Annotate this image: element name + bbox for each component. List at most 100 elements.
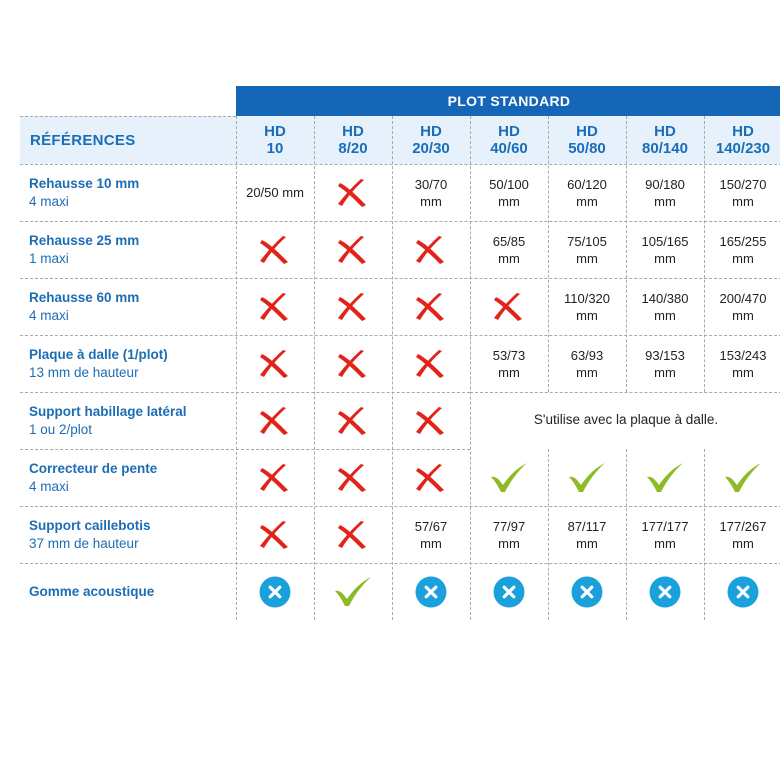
row-label: Support caillebotis 37 mm de hauteur: [20, 506, 236, 563]
table-cell: 105/165 mm: [626, 221, 704, 278]
table-cell: 110/320 mm: [548, 278, 626, 335]
cell-value-line1: 165/255: [719, 233, 767, 249]
grid-line: [626, 116, 627, 392]
cell-value-line1: 93/153: [645, 347, 685, 363]
check-icon: [569, 462, 605, 492]
grid-line: [20, 506, 780, 507]
merged-note-cell: S'utilise avec la plaque à dalle.: [470, 392, 780, 449]
column-header-line1: HD: [576, 123, 598, 140]
cell-value-line1: 87/117: [567, 518, 607, 534]
column-header: HD 40/60: [470, 116, 548, 164]
check-icon: [491, 462, 527, 492]
grid-line: [20, 392, 470, 393]
table-cell: [314, 563, 392, 620]
grid-line: [704, 116, 705, 392]
column-header-line2: 10: [266, 140, 284, 157]
column-header-line1: HD: [654, 123, 676, 140]
table-cell: 140/380 mm: [626, 278, 704, 335]
cell-value-line2: mm: [654, 250, 676, 266]
grid-line: [548, 449, 549, 620]
table-cell: [392, 278, 470, 335]
column-header-line2: 20/30: [412, 140, 450, 157]
table-cell: 53/73 mm: [470, 335, 548, 392]
cross-icon: [416, 349, 444, 378]
table-cell: 30/70 mm: [392, 164, 470, 221]
cell-value-line1: 177/177: [641, 518, 689, 534]
row-label: Gomme acoustique: [20, 563, 236, 620]
table-cell: [392, 392, 470, 449]
table-cell: [236, 449, 314, 506]
cross-icon: [416, 463, 444, 492]
column-header: HD 10: [236, 116, 314, 164]
cell-value-line2: mm: [732, 193, 754, 209]
table-cell: [236, 563, 314, 620]
table-cell: [314, 392, 392, 449]
row-label-line2: 1 maxi: [29, 250, 69, 266]
cross-icon: [338, 292, 366, 321]
cross-icon: [338, 463, 366, 492]
table-cell: [470, 449, 548, 506]
row-label-line1: Rehausse 25 mm: [29, 232, 140, 248]
cross-icon: [338, 235, 366, 264]
cell-value-line1: 30/70: [414, 176, 448, 192]
row-label: Rehausse 60 mm 4 maxi: [20, 278, 236, 335]
grid-line: [626, 449, 627, 620]
grid-line: [20, 449, 470, 450]
table-cell: 200/470 mm: [704, 278, 780, 335]
cell-value-line2: mm: [576, 250, 598, 266]
grid-line: [20, 164, 780, 165]
circle-x-icon: [493, 576, 525, 607]
table-cell: 165/255 mm: [704, 221, 780, 278]
column-header: HD 8/20: [314, 116, 392, 164]
cell-value-line1: 105/165: [641, 233, 689, 249]
column-header-line1: HD: [732, 123, 754, 140]
cross-icon: [494, 292, 522, 321]
cell-value-line2: mm: [576, 535, 598, 551]
check-icon: [725, 462, 761, 492]
table-cell: 153/243 mm: [704, 335, 780, 392]
cell-value-line1: 77/97: [492, 518, 526, 534]
cross-icon: [338, 178, 366, 207]
row-label-text: Support habillage latéral 1 ou 2/plot: [29, 403, 187, 439]
grid-line: [20, 335, 780, 336]
table-cell: [314, 449, 392, 506]
table-cell: 50/100 mm: [470, 164, 548, 221]
cell-value-line1: 153/243: [719, 347, 767, 363]
row-label-line1: Plaque à dalle (1/plot): [29, 346, 168, 362]
cross-icon: [260, 520, 288, 549]
cross-icon: [416, 292, 444, 321]
grid-line: [236, 116, 237, 620]
table-cell: 90/180 mm: [626, 164, 704, 221]
grid-line: [20, 563, 780, 564]
table-cell: [548, 563, 626, 620]
table-cell: [470, 278, 548, 335]
table-cell: [314, 221, 392, 278]
grid-line: [704, 449, 705, 620]
cell-value-line2: mm: [576, 307, 598, 323]
table-cell: [704, 563, 780, 620]
table-cell: [314, 506, 392, 563]
grid-line: [314, 116, 315, 620]
row-label-line2: 37 mm de hauteur: [29, 535, 139, 551]
cell-value-line1: 53/73: [492, 347, 526, 363]
grid-line: [470, 392, 780, 393]
row-label-line1: Rehausse 10 mm: [29, 175, 140, 191]
grid-line: [20, 278, 780, 279]
row-label: Rehausse 25 mm 1 maxi: [20, 221, 236, 278]
column-header-line2: 80/140: [642, 140, 688, 157]
table-cell: [236, 335, 314, 392]
table-cell: [314, 278, 392, 335]
row-label-line2: 13 mm de hauteur: [29, 364, 139, 380]
plot-standard-title: PLOT STANDARD: [236, 86, 780, 116]
cross-icon: [338, 520, 366, 549]
cell-value-line1: 200/470: [719, 290, 767, 306]
circle-x-icon: [415, 576, 447, 607]
cell-value-line2: mm: [420, 535, 442, 551]
row-label-text: Rehausse 10 mm 4 maxi: [29, 175, 139, 211]
table-cell: [470, 563, 548, 620]
cell-value-line2: mm: [576, 193, 598, 209]
table-cell: [548, 449, 626, 506]
table-cell: [626, 563, 704, 620]
cell-value-line1: 150/270: [719, 176, 767, 192]
row-label-text: Rehausse 25 mm 1 maxi: [29, 232, 139, 268]
